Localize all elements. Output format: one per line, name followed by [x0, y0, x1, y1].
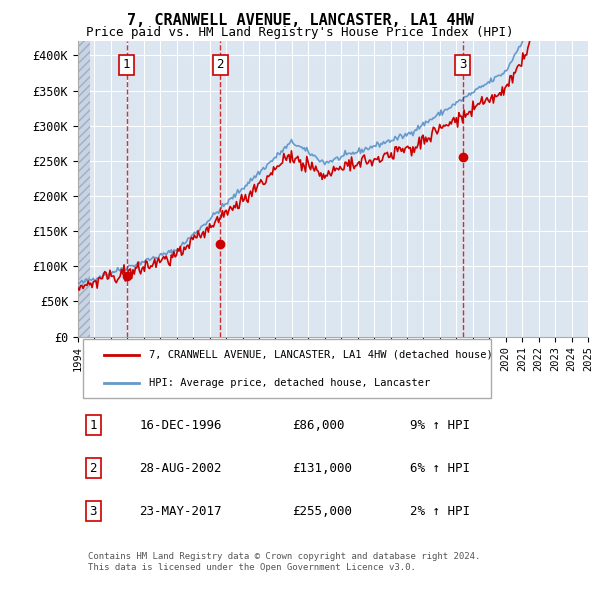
- Text: £131,000: £131,000: [292, 461, 352, 474]
- FancyBboxPatch shape: [83, 339, 491, 398]
- Text: 2: 2: [217, 58, 224, 71]
- Text: 23-MAY-2017: 23-MAY-2017: [139, 504, 222, 517]
- Text: 16-DEC-1996: 16-DEC-1996: [139, 419, 222, 432]
- Text: 9% ↑ HPI: 9% ↑ HPI: [409, 419, 470, 432]
- Text: 3: 3: [459, 58, 467, 71]
- Text: HPI: Average price, detached house, Lancaster: HPI: Average price, detached house, Lanc…: [149, 378, 431, 388]
- Text: £86,000: £86,000: [292, 419, 344, 432]
- Text: Price paid vs. HM Land Registry's House Price Index (HPI): Price paid vs. HM Land Registry's House …: [86, 26, 514, 39]
- Text: 6% ↑ HPI: 6% ↑ HPI: [409, 461, 470, 474]
- Text: 7, CRANWELL AVENUE, LANCASTER, LA1 4HW: 7, CRANWELL AVENUE, LANCASTER, LA1 4HW: [127, 13, 473, 28]
- Text: £255,000: £255,000: [292, 504, 352, 517]
- Text: 28-AUG-2002: 28-AUG-2002: [139, 461, 222, 474]
- Bar: [78, 41, 89, 336]
- Text: 1: 1: [123, 58, 130, 71]
- Text: 7, CRANWELL AVENUE, LANCASTER, LA1 4HW (detached house): 7, CRANWELL AVENUE, LANCASTER, LA1 4HW (…: [149, 350, 493, 360]
- Text: Contains HM Land Registry data © Crown copyright and database right 2024.
This d: Contains HM Land Registry data © Crown c…: [88, 552, 481, 572]
- Text: 2% ↑ HPI: 2% ↑ HPI: [409, 504, 470, 517]
- Bar: [588, 41, 596, 336]
- Text: 3: 3: [89, 504, 97, 517]
- Text: 1: 1: [89, 419, 97, 432]
- Text: 2: 2: [89, 461, 97, 474]
